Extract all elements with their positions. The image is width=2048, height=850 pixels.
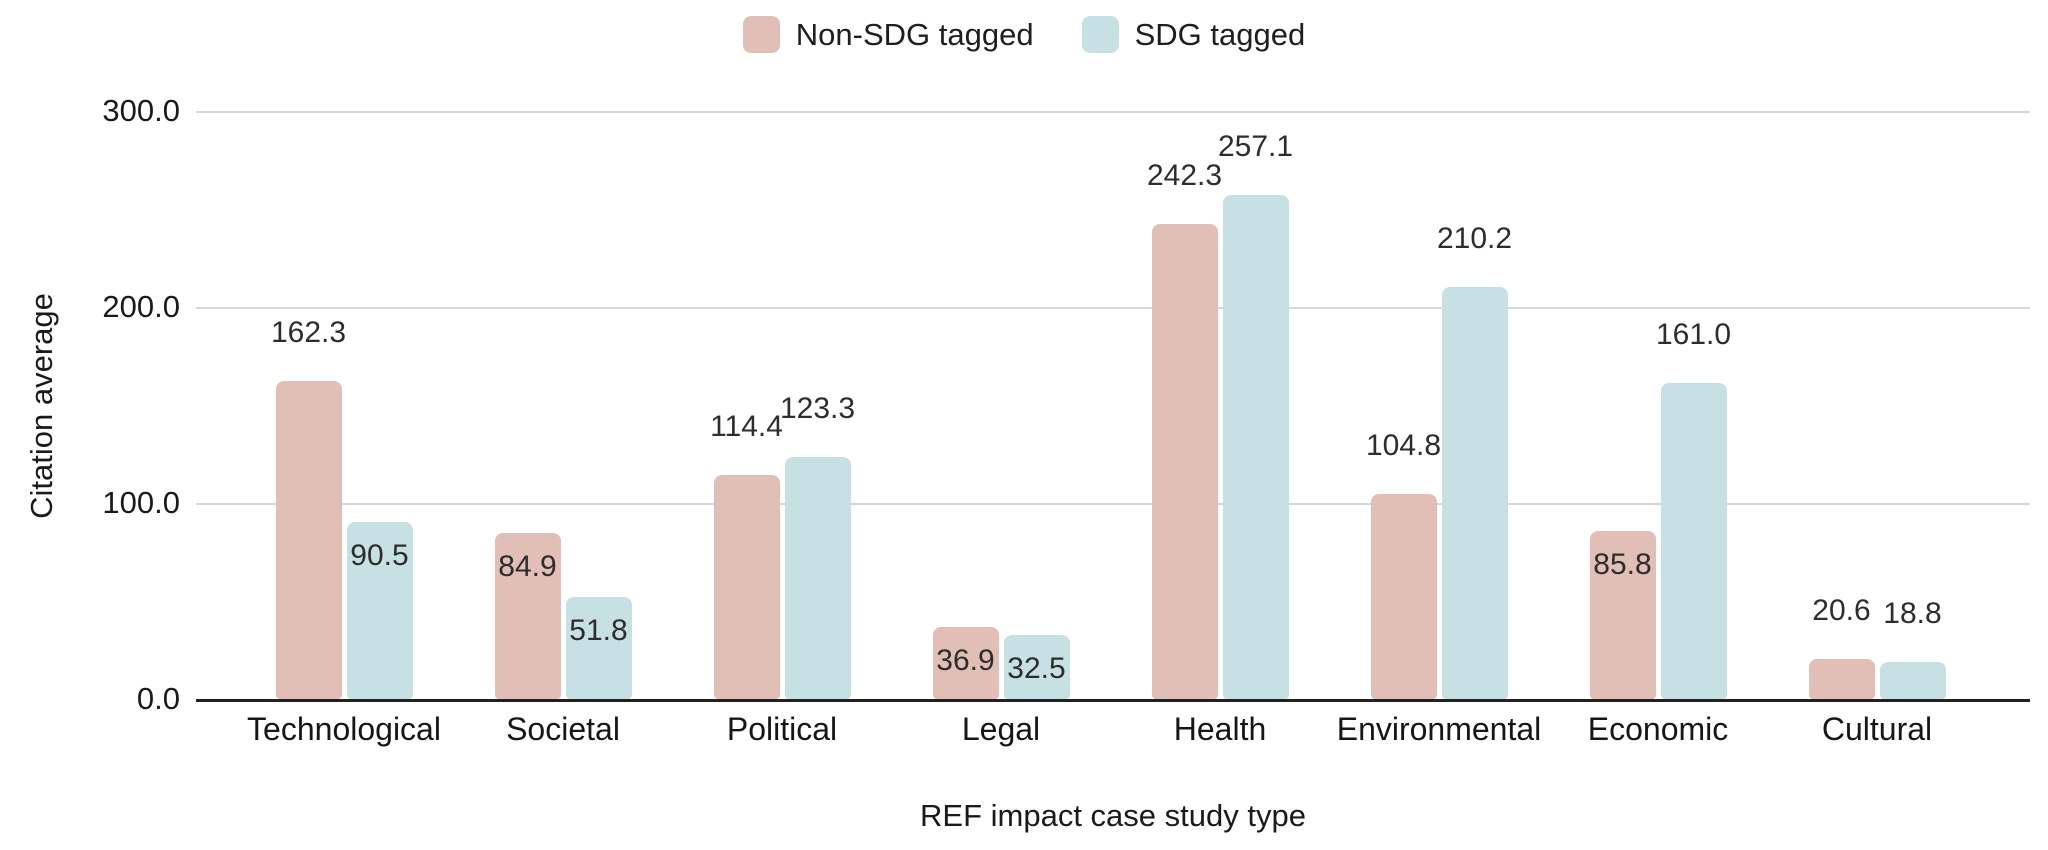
gridline-200	[196, 307, 2030, 309]
bar-value-label-sdg-tagged-environmental: 210.2	[1436, 222, 1513, 255]
gridline-100	[196, 503, 2030, 505]
y-axis-tick-100.0: 100.0	[102, 485, 180, 520]
x-category-label-technological: Technological	[247, 711, 441, 747]
bar-value-label-sdg-tagged-cultural: 18.8	[1883, 597, 1942, 630]
bar-value-label-sdg-tagged-political: 123.3	[779, 392, 856, 425]
x-category-label-legal: Legal	[961, 711, 1041, 747]
y-axis-tick-200.0: 200.0	[102, 289, 180, 324]
legend-swatch-sdg	[1081, 16, 1119, 53]
bar-group-environmental: 104.8 210.2	[1366, 111, 1512, 699]
x-category-label-economic: Economic	[1587, 711, 1729, 747]
y-axis-tick-0.0: 0.0	[136, 681, 180, 716]
x-category-label-environmental: Environmental	[1336, 711, 1542, 747]
x-category-label-health: Health	[1173, 711, 1267, 747]
bar-non-sdg-tagged-health	[1151, 224, 1218, 699]
bar-value-label-sdg-tagged-health: 257.1	[1217, 130, 1294, 163]
legend-label-sdg: SDG tagged	[1134, 17, 1306, 52]
gridline-300	[196, 111, 2030, 113]
bar-non-sdg-tagged-technological	[275, 381, 342, 699]
bar-non-sdg-tagged-legal	[932, 627, 999, 699]
legend-label-non-sdg: Non-SDG tagged	[795, 17, 1034, 52]
bar-sdg-tagged-economic	[1660, 383, 1727, 699]
bar-non-sdg-tagged-political	[713, 475, 780, 699]
bar-group-legal: 36.9 32.5	[932, 111, 1070, 699]
bar-non-sdg-tagged-environmental	[1370, 494, 1437, 699]
bar-sdg-tagged-health	[1222, 195, 1289, 699]
legend-swatch-non-sdg	[742, 16, 780, 53]
x-category-label-political: Political	[726, 711, 838, 747]
bar-value-label-sdg-tagged-technological: 90.5	[350, 539, 409, 572]
x-category-label-societal: Societal	[506, 711, 620, 747]
bar-value-label-non-sdg-tagged-political: 114.4	[710, 410, 783, 443]
y-axis-tick-300.0: 300.0	[102, 93, 180, 128]
bar-sdg-tagged-environmental	[1441, 287, 1508, 699]
legend-item-sdg: SDG tagged	[1081, 16, 1306, 53]
bar-group-societal: 84.9 51.8	[494, 111, 632, 699]
x-axis-title: REF impact case study type	[920, 798, 1306, 833]
bar-value-label-sdg-tagged-economic: 161.0	[1655, 318, 1732, 351]
bar-group-cultural: 20.6 18.8	[1808, 111, 1946, 699]
bar-sdg-tagged-technological	[346, 522, 413, 699]
bar-group-political: 114.4 123.3	[710, 111, 855, 699]
bar-value-label-non-sdg-tagged-legal: 36.9	[936, 644, 995, 677]
bar-non-sdg-tagged-economic	[1589, 531, 1656, 699]
legend: Non-SDG tagged SDG tagged	[0, 16, 2048, 53]
bar-sdg-tagged-political	[784, 457, 851, 699]
bar-non-sdg-tagged-cultural	[1808, 659, 1875, 699]
bar-value-label-non-sdg-tagged-technological: 162.3	[270, 316, 347, 349]
bar-value-label-sdg-tagged-legal: 32.5	[1007, 652, 1066, 685]
bar-group-economic: 85.8 161.0	[1589, 111, 1731, 699]
bar-value-label-sdg-tagged-societal: 51.8	[569, 614, 628, 647]
bar-sdg-tagged-cultural	[1879, 662, 1946, 699]
legend-item-non-sdg: Non-SDG tagged	[742, 16, 1034, 53]
plot-area: 162.3 90.5 84.9 51.8 114.4 123.3 36.9 32.5 242.3…	[196, 111, 2030, 702]
bar-sdg-tagged-legal	[1003, 635, 1070, 699]
bar-value-label-non-sdg-tagged-environmental: 104.8	[1365, 429, 1442, 462]
bar-non-sdg-tagged-societal	[494, 533, 561, 699]
bar-value-label-non-sdg-tagged-health: 242.3	[1146, 159, 1223, 192]
bar-value-label-non-sdg-tagged-cultural: 20.6	[1812, 594, 1871, 627]
bar-value-label-non-sdg-tagged-economic: 85.8	[1593, 548, 1652, 581]
bar-value-label-non-sdg-tagged-societal: 84.9	[498, 550, 557, 583]
x-category-label-cultural: Cultural	[1821, 711, 1933, 747]
bar-sdg-tagged-societal	[565, 597, 632, 699]
bar-group-technological: 162.3 90.5	[271, 111, 413, 699]
bar-group-health: 242.3 257.1	[1147, 111, 1293, 699]
